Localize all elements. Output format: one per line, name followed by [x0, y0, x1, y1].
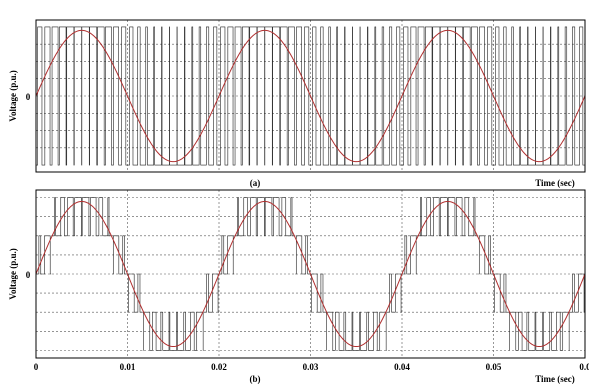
- panel-b-reference-sine: [35, 200, 586, 348]
- panel-b-xtick: 0.01: [120, 362, 136, 372]
- panel-a-frame: [35, 19, 586, 173]
- panel-b-pwm-waveform: [36, 197, 585, 351]
- panel-b-xtick: 0.0: [579, 362, 589, 372]
- panel-b-label: (b): [250, 374, 261, 384]
- panel-b-chart: Voltage (p.u.) 0 0 0.01 0.02 0.03 0.04 0.05 0.…: [8, 189, 589, 384]
- panel-a-pwm-waveform: [36, 26, 585, 166]
- panel-b-xtick: 0: [34, 362, 39, 372]
- panel-b-xtick: 0.04: [394, 362, 410, 372]
- panel-b-xtick: 0.02: [211, 362, 227, 372]
- panel-b-ytick-zero: 0: [26, 270, 31, 280]
- panel-a-reference-sine: [35, 29, 586, 163]
- panel-b-xtick: 0.05: [486, 362, 502, 372]
- panel-a-ylabel: Voltage (p.u.): [8, 70, 18, 121]
- panel-b-frame: [35, 189, 586, 359]
- panel-b-xtick: 0.03: [303, 362, 319, 372]
- panel-a-chart: Voltage (p.u.) 0 (a) Time (sec): [8, 19, 586, 188]
- panel-b-ylabel: Voltage (p.u.): [8, 248, 18, 299]
- panel-b-xlabel: Time (sec): [535, 374, 575, 384]
- panel-a-label: (a): [250, 178, 261, 188]
- panel-a-xlabel: Time (sec): [535, 178, 575, 188]
- panel-a-ytick-zero: 0: [26, 92, 31, 102]
